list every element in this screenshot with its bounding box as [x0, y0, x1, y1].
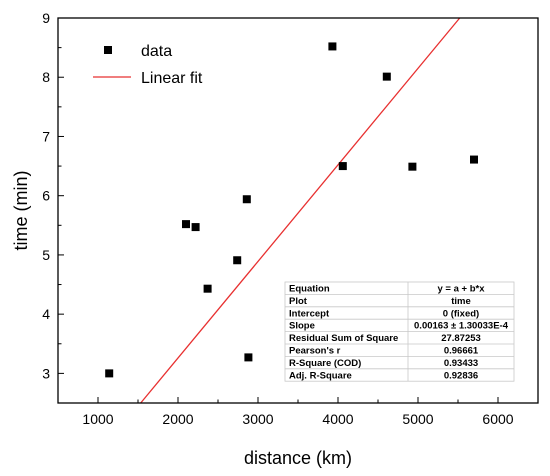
stats-value: time	[451, 296, 471, 307]
x-tick-label: 5000	[402, 411, 433, 427]
data-point	[328, 42, 337, 51]
y-tick-label: 7	[42, 128, 50, 144]
y-tick-label: 5	[42, 247, 50, 263]
stats-value: 0.96661	[444, 346, 479, 357]
y-tick-label: 6	[42, 188, 50, 204]
data-point	[382, 72, 391, 81]
y-tick-label: 3	[42, 365, 50, 381]
y-axis-label: time (min)	[11, 171, 31, 251]
data-point	[203, 284, 212, 293]
data-point	[338, 162, 347, 171]
legend-label-fit: Linear fit	[141, 70, 203, 87]
x-tick-label: 2000	[162, 411, 193, 427]
stats-label: Pearson's r	[289, 346, 341, 357]
x-tick-label: 4000	[322, 411, 353, 427]
y-tick-label: 8	[42, 69, 50, 85]
data-point	[242, 195, 251, 204]
stats-value: 0.93433	[444, 358, 478, 369]
data-point	[105, 369, 114, 378]
stats-label: Adj. R-Square	[289, 370, 352, 381]
y-tick-labels: 3 4 5 6 7 8 9	[42, 10, 50, 381]
stats-label: Intercept	[289, 308, 330, 319]
stats-label: Residual Sum of Square	[289, 333, 398, 344]
linear-fit-line	[140, 17, 461, 404]
x-tick-label: 6000	[482, 411, 513, 427]
data-point	[182, 220, 190, 229]
stats-label: R-Square (COD)	[289, 358, 361, 369]
stats-label: Equation	[289, 284, 330, 295]
y-tick-label: 9	[42, 10, 50, 26]
legend: data Linear fit	[93, 43, 203, 87]
stats-value: 0.00163 ± 1.30033E-4	[414, 321, 509, 332]
y-tick-label: 4	[42, 306, 50, 322]
data-point	[233, 256, 242, 265]
x-tick-label: 1000	[82, 411, 113, 427]
stats-value: y = a + b*x	[437, 284, 485, 295]
x-axis-label: distance (km)	[244, 448, 352, 468]
legend-marker-data	[104, 46, 112, 54]
stats-label: Plot	[289, 296, 308, 307]
x-tick-labels: 1000 2000 3000 4000 5000 6000	[82, 411, 513, 427]
stats-value: 27.87253	[441, 333, 481, 344]
legend-label-data: data	[141, 43, 172, 60]
data-point	[244, 353, 253, 362]
data-points	[105, 42, 478, 378]
stats-value: 0 (fixed)	[443, 308, 479, 319]
data-point	[408, 162, 417, 171]
fit-line-layer	[140, 17, 461, 404]
stats-label: Slope	[289, 321, 315, 332]
x-tick-label: 3000	[242, 411, 273, 427]
data-point	[191, 223, 200, 232]
plot-frame	[57, 17, 539, 404]
fit-statistics-table: Equation y = a + b*x Plot time Intercept 0 (f…	[284, 281, 515, 382]
data-point	[470, 155, 478, 164]
stats-value: 0.92836	[444, 370, 478, 381]
